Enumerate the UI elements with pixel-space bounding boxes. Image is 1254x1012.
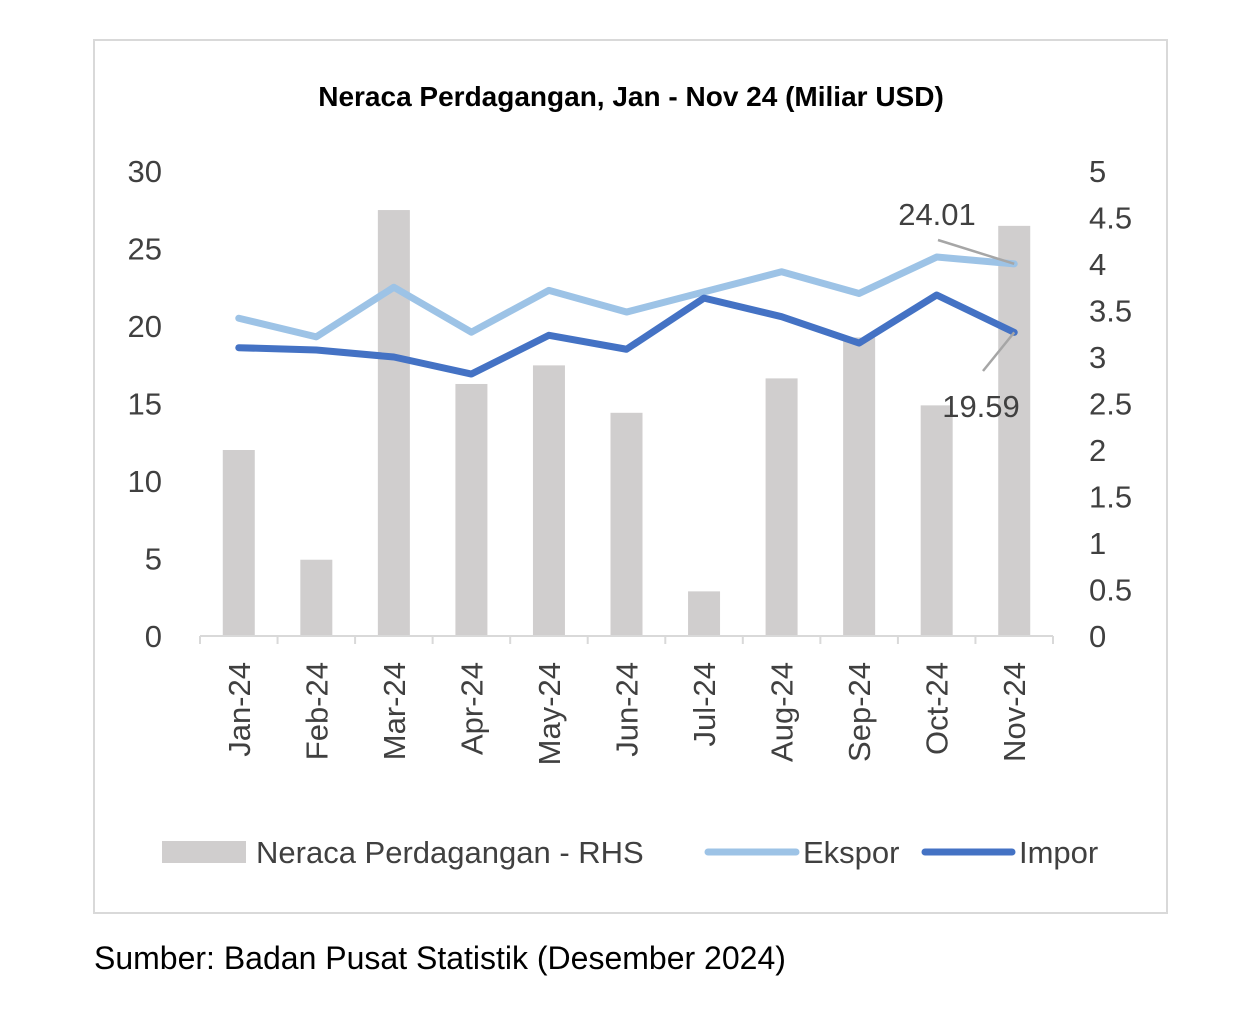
line-impor: [235, 291, 1018, 378]
right-tick-label: 4.5: [1089, 201, 1132, 236]
legend-label-ekspor: Ekspor: [803, 835, 899, 870]
x-tick-label: Jul-24: [687, 662, 722, 746]
right-tick-label: 3.5: [1089, 294, 1132, 329]
left-tick-label: 15: [128, 387, 162, 422]
chart-title: Neraca Perdagangan, Jan - Nov 24 (Miliar…: [318, 81, 944, 112]
right-tick-label: 0: [1089, 619, 1106, 654]
right-tick-label: 2.5: [1089, 387, 1132, 422]
left-tick-label: 25: [128, 232, 162, 267]
annotation-leader-impor: [982, 331, 1016, 372]
source-note: Sumber: Badan Pusat Statistik (Desember …: [94, 940, 786, 976]
bar-Feb-24: [300, 559, 333, 636]
x-tick-label: Feb-24: [299, 662, 334, 760]
bar-Jul-24: [688, 591, 721, 636]
left-tick-label: 20: [128, 309, 162, 344]
left-tick-label: 10: [128, 464, 162, 499]
legend-label-neraca: Neraca Perdagangan - RHS: [256, 835, 644, 870]
x-tick-label: Nov-24: [997, 662, 1032, 762]
right-tick-label: 3: [1089, 340, 1106, 375]
left-tick-label: 0: [145, 619, 162, 654]
right-tick-label: 2: [1089, 433, 1106, 468]
line-ekspor: [235, 253, 1018, 341]
right-tick-label: 0.5: [1089, 573, 1132, 608]
left-tick-label: 5: [145, 542, 162, 577]
x-tick-label: Aug-24: [765, 662, 800, 762]
right-tick-label: 1.5: [1089, 480, 1132, 515]
x-tick-label: Jun-24: [610, 662, 645, 757]
legend-swatch-neraca: [162, 841, 246, 863]
annotation-ekspor: 24.01: [898, 197, 976, 232]
bar-Aug-24: [765, 378, 798, 636]
x-tick-label: Oct-24: [920, 662, 955, 755]
bar-Mar-24: [377, 210, 410, 636]
legend-label-impor: Impor: [1019, 835, 1098, 870]
bar-Jan-24: [222, 450, 255, 636]
right-tick-label: 1: [1089, 526, 1106, 561]
right-tick-label: 4: [1089, 247, 1106, 282]
chart-frame: [93, 39, 1168, 914]
bar-May-24: [532, 365, 565, 636]
x-tick-label: Jan-24: [222, 662, 257, 757]
x-tick-label: Sep-24: [842, 662, 877, 762]
bar-Apr-24: [455, 383, 488, 636]
bar-Oct-24: [920, 405, 953, 636]
x-tick-label: Apr-24: [454, 662, 489, 755]
bar-Nov-24: [998, 225, 1031, 636]
bar-Sep-24: [843, 337, 876, 636]
x-tick-label: Mar-24: [377, 662, 412, 760]
right-tick-label: 5: [1089, 154, 1106, 189]
annotation-impor: 19.59: [942, 389, 1020, 424]
left-tick-label: 30: [128, 154, 162, 189]
x-tick-label: May-24: [532, 662, 567, 765]
bar-Jun-24: [610, 412, 643, 636]
chart: Neraca Perdagangan, Jan - Nov 24 (Miliar…: [128, 81, 1133, 870]
annotation-leader-ekspor: [937, 238, 1015, 266]
